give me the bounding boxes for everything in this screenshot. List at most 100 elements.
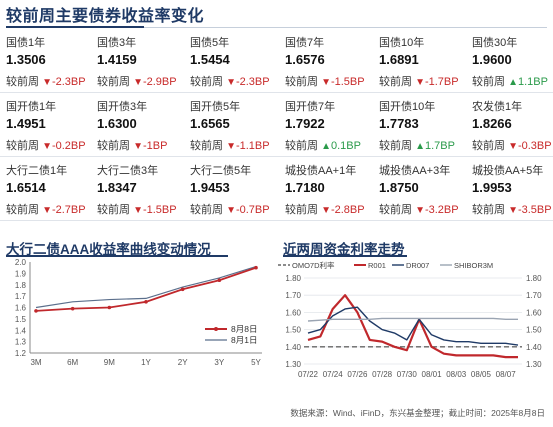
y-tick-label: 1.9 xyxy=(15,269,27,278)
data-point xyxy=(107,305,112,310)
triangle-down-icon: ▼ xyxy=(321,205,331,216)
bond-name: 国债7年 xyxy=(285,37,325,49)
bond-yield-value: 1.8266 xyxy=(472,116,512,131)
bond-card: 国开债10年 1.7783 较前周 ▲1.7BP xyxy=(379,94,471,164)
bond-change: 较前周 ▼-2.9BP xyxy=(97,73,177,89)
yield-curve-chart: 1.2 1.3 1.4 1.5 1.6 1.7 1.8 1.9 2.0 3M 6M 9M 1Y 2Y 3Y 5… xyxy=(15,258,262,367)
change-label: 较前周 xyxy=(472,140,509,152)
legend-label: OMO7D利率 xyxy=(292,260,335,270)
change-label: 较前周 xyxy=(379,140,416,152)
bond-yield-value: 1.7922 xyxy=(285,116,325,131)
change-value: -2.7BP xyxy=(51,204,86,216)
y-tick-label-right: 1.30 xyxy=(526,360,542,369)
change-label: 较前周 xyxy=(97,76,134,88)
x-tick-label: 08/07 xyxy=(496,370,517,379)
y-tick-label: 1.30 xyxy=(285,360,301,369)
bond-yield-value: 1.6565 xyxy=(190,116,230,131)
bond-card: 城投债AA+5年 1.9953 较前周 ▼-3.5BP xyxy=(472,158,553,228)
legend-label: SHIBOR3M xyxy=(454,261,493,270)
change-value: -0.3BP xyxy=(517,140,552,152)
x-tick-label: 3Y xyxy=(214,358,224,367)
x-tick-label: 08/01 xyxy=(422,370,443,379)
triangle-down-icon: ▼ xyxy=(415,205,425,216)
y-tick-label-right: 1.40 xyxy=(526,343,542,352)
y-tick-label: 1.2 xyxy=(15,349,27,358)
page-title: 较前周主要债券收益率变化 xyxy=(6,8,205,25)
triangle-down-icon: ▼ xyxy=(42,141,52,152)
bond-change: 较前周 ▼-2.3BP xyxy=(6,73,86,89)
change-label: 较前周 xyxy=(379,76,416,88)
bond-change: 较前周 ▼-0.7BP xyxy=(190,201,270,217)
triangle-down-icon: ▼ xyxy=(133,141,143,152)
bond-card: 国开债7年 1.7922 较前周 ▲0.1BP xyxy=(285,94,377,164)
x-tick-label: 08/03 xyxy=(446,370,467,379)
bond-yield-value: 1.6300 xyxy=(97,116,137,131)
y-tick-label: 2.0 xyxy=(15,258,27,267)
rate-chart-title: 近两周资金利率走势 xyxy=(283,242,405,257)
bond-card: 国债7年 1.6576 较前周 ▼-1.5BP xyxy=(285,30,377,100)
bond-yield-value: 1.9953 xyxy=(472,180,512,195)
change-value: 0.1BP xyxy=(330,140,361,152)
change-label: 较前周 xyxy=(285,76,322,88)
triangle-down-icon: ▼ xyxy=(226,141,236,152)
legend-marker xyxy=(214,327,218,331)
change-label: 较前周 xyxy=(472,204,509,216)
change-label: 较前周 xyxy=(97,140,134,152)
y-tick-label: 1.4 xyxy=(15,326,27,335)
x-tick-label: 07/26 xyxy=(347,370,368,379)
y-tick-label: 1.6 xyxy=(15,304,27,313)
bond-change: 较前周 ▼-0.2BP xyxy=(6,137,86,153)
money-rate-chart: OMO7D利率 R001 DR007 SHIBOR3M 1.30 1.30 1.40 1.40… xyxy=(278,260,542,379)
change-value: -0.2BP xyxy=(51,140,86,152)
change-value: 1.7BP xyxy=(424,140,455,152)
x-tick-label: 6M xyxy=(67,358,78,367)
x-tick-label: 1Y xyxy=(141,358,151,367)
row-divider xyxy=(0,220,553,221)
bond-card: 国开债1年 1.4951 较前周 ▼-0.2BP xyxy=(6,94,98,164)
change-value: -2.8BP xyxy=(330,204,365,216)
bond-change: 较前周 ▼-1.5BP xyxy=(97,201,177,217)
series-line xyxy=(307,317,518,322)
curve-chart-underline xyxy=(6,255,228,257)
bond-card: 大行二债5年 1.9453 较前周 ▼-0.7BP xyxy=(190,158,282,228)
bond-yield-value: 1.9600 xyxy=(472,52,512,67)
change-label: 较前周 xyxy=(6,76,43,88)
rate-chart-underline xyxy=(283,255,407,257)
x-tick-label: 2Y xyxy=(178,358,188,367)
data-point xyxy=(217,278,222,282)
bond-change: 较前周 ▼-2.8BP xyxy=(285,201,365,217)
x-tick-label: 5Y xyxy=(251,358,261,367)
change-label: 较前周 xyxy=(379,204,416,216)
change-value: -1.7BP xyxy=(424,76,459,88)
bond-name: 国债10年 xyxy=(379,37,425,49)
change-label: 较前周 xyxy=(6,140,43,152)
row-divider xyxy=(0,156,553,157)
x-tick-label: 08/05 xyxy=(471,370,492,379)
x-tick-label: 07/22 xyxy=(298,370,319,379)
bond-yield-value: 1.6576 xyxy=(285,52,325,67)
triangle-down-icon: ▼ xyxy=(508,205,518,216)
data-point xyxy=(70,306,75,311)
change-label: 较前周 xyxy=(190,204,227,216)
bond-yield-value: 1.7783 xyxy=(379,116,419,131)
triangle-down-icon: ▼ xyxy=(321,77,331,88)
triangle-down-icon: ▼ xyxy=(508,141,518,152)
bond-yield-value: 1.9453 xyxy=(190,180,230,195)
bond-name: 国债5年 xyxy=(190,37,230,49)
triangle-down-icon: ▼ xyxy=(133,77,143,88)
change-value: -2.9BP xyxy=(142,76,177,88)
bond-name: 国开债1年 xyxy=(6,101,57,113)
series-line xyxy=(307,306,519,346)
bond-change: 较前周 ▼-1.1BP xyxy=(190,137,270,153)
y-tick-label: 1.5 xyxy=(15,315,27,324)
change-value: -0.7BP xyxy=(235,204,270,216)
bond-name: 国开债3年 xyxy=(97,101,148,113)
bond-card: 国开债5年 1.6565 较前周 ▼-1.1BP xyxy=(190,94,282,164)
bond-change: 较前周 ▼-3.5BP xyxy=(472,201,552,217)
change-value: -1.5BP xyxy=(330,76,365,88)
bond-card: 大行二债3年 1.8347 较前周 ▼-1.5BP xyxy=(97,158,189,228)
data-point xyxy=(34,309,38,313)
bond-change: 较前周 ▲0.1BP xyxy=(285,137,361,153)
bond-card: 国债1年 1.3506 较前周 ▼-2.3BP xyxy=(6,30,98,100)
page-title-bar: 较前周主要债券收益率变化 xyxy=(6,4,204,26)
